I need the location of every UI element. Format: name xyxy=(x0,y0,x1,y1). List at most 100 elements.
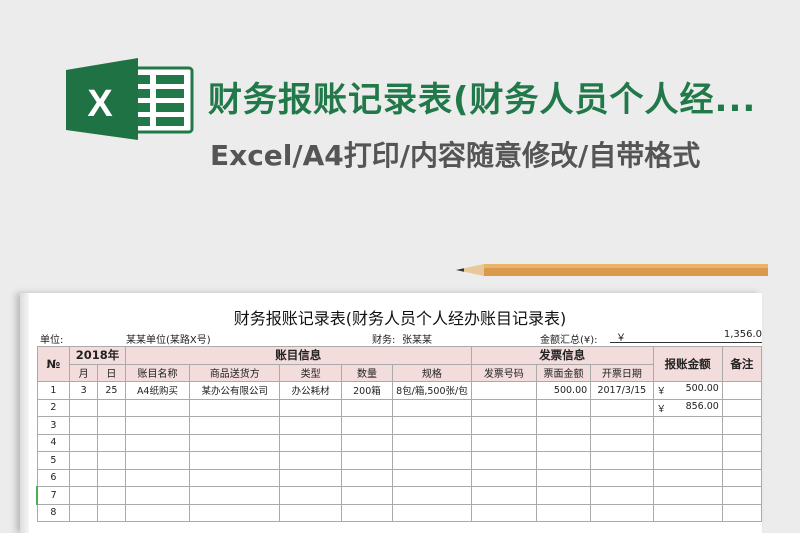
cell-face[interactable] xyxy=(535,486,592,505)
cell-rem[interactable] xyxy=(721,468,762,487)
cell-face[interactable] xyxy=(535,451,592,470)
cell-no[interactable]: 5 xyxy=(36,451,71,470)
cell-date[interactable] xyxy=(590,468,654,487)
cell-no[interactable]: 8 xyxy=(36,503,71,522)
cell-date[interactable] xyxy=(590,416,654,435)
cell-type[interactable]: 办公耗材 xyxy=(279,381,342,400)
cell-no[interactable]: 3 xyxy=(36,416,71,435)
cell-d[interactable] xyxy=(97,433,126,452)
cell-name[interactable]: A4纸购买 xyxy=(124,381,191,400)
cell-m[interactable] xyxy=(69,468,99,487)
cell-name[interactable] xyxy=(124,468,191,487)
cell-d[interactable] xyxy=(97,486,126,505)
cell-qty[interactable]: 200箱 xyxy=(340,381,394,400)
cell-rem[interactable] xyxy=(721,416,762,435)
cell-face[interactable] xyxy=(535,416,592,435)
cell-type[interactable] xyxy=(279,451,342,470)
cell-rem[interactable] xyxy=(721,451,762,470)
cell-d[interactable] xyxy=(97,451,126,470)
cell-name[interactable] xyxy=(124,451,191,470)
cell-qty[interactable] xyxy=(340,503,394,522)
cell-vendor[interactable]: 某办公有限公司 xyxy=(189,381,281,400)
cell-qty[interactable] xyxy=(340,398,394,417)
cell-type[interactable] xyxy=(279,486,342,505)
cell-inv[interactable] xyxy=(470,451,537,470)
cell-date[interactable]: 2017/3/15 xyxy=(590,381,654,400)
cell-spec[interactable] xyxy=(392,398,472,417)
cell-d[interactable] xyxy=(97,503,126,522)
cell-qty[interactable] xyxy=(340,416,394,435)
cell-m[interactable] xyxy=(69,433,99,452)
cell-name[interactable] xyxy=(124,503,191,522)
cell-vendor[interactable] xyxy=(189,468,281,487)
cell-amt[interactable] xyxy=(652,451,723,470)
cell-spec[interactable] xyxy=(392,486,472,505)
cell-inv[interactable] xyxy=(470,416,537,435)
cell-date[interactable] xyxy=(590,451,654,470)
cell-m[interactable] xyxy=(69,486,99,505)
cell-name[interactable] xyxy=(124,433,191,452)
cell-amt[interactable] xyxy=(652,416,723,435)
cell-qty[interactable] xyxy=(340,433,394,452)
cell-inv[interactable] xyxy=(470,398,537,417)
cell-type[interactable] xyxy=(279,503,342,522)
cell-type[interactable] xyxy=(279,398,342,417)
cell-d[interactable] xyxy=(97,416,126,435)
cell-inv[interactable] xyxy=(470,486,537,505)
cell-no[interactable]: 6 xyxy=(36,468,71,487)
cell-rem[interactable] xyxy=(721,433,762,452)
cell-rem[interactable] xyxy=(721,486,762,505)
cell-name[interactable] xyxy=(124,416,191,435)
cell-face[interactable] xyxy=(535,468,592,487)
total-field[interactable]: ￥ 1,356.0 xyxy=(610,329,762,344)
cell-vendor[interactable] xyxy=(189,398,281,417)
cell-inv[interactable] xyxy=(470,433,537,452)
cell-spec[interactable]: 8包/箱,500张/包 xyxy=(392,381,472,400)
cell-inv[interactable] xyxy=(470,381,537,400)
cell-date[interactable] xyxy=(590,503,654,522)
cell-date[interactable] xyxy=(590,486,654,505)
cell-name[interactable] xyxy=(124,398,191,417)
cell-m[interactable]: 3 xyxy=(69,381,99,400)
cell-no[interactable]: 7 xyxy=(36,486,71,505)
cell-m[interactable] xyxy=(69,398,99,417)
cell-rem[interactable] xyxy=(721,398,762,417)
cell-rem[interactable] xyxy=(721,381,762,400)
cell-d[interactable] xyxy=(97,398,126,417)
cell-face[interactable] xyxy=(535,398,592,417)
cell-vendor[interactable] xyxy=(189,486,281,505)
cell-amt[interactable] xyxy=(652,486,723,505)
cell-vendor[interactable] xyxy=(189,503,281,522)
cell-rem[interactable] xyxy=(721,503,762,522)
cell-amt[interactable] xyxy=(652,468,723,487)
cell-d[interactable] xyxy=(97,468,126,487)
cell-type[interactable] xyxy=(279,416,342,435)
cell-d[interactable]: 25 xyxy=(97,381,126,400)
cell-qty[interactable] xyxy=(340,451,394,470)
cell-face[interactable] xyxy=(535,433,592,452)
cell-no[interactable]: 1 xyxy=(36,381,71,400)
cell-spec[interactable] xyxy=(392,468,472,487)
cell-type[interactable] xyxy=(279,468,342,487)
cell-spec[interactable] xyxy=(392,503,472,522)
cell-amt[interactable] xyxy=(652,503,723,522)
cell-inv[interactable] xyxy=(470,503,537,522)
cell-m[interactable] xyxy=(69,503,99,522)
cell-m[interactable] xyxy=(69,416,99,435)
cell-spec[interactable] xyxy=(392,451,472,470)
cell-no[interactable]: 2 xyxy=(36,398,71,417)
cell-date[interactable] xyxy=(590,433,654,452)
cell-inv[interactable] xyxy=(470,468,537,487)
cell-spec[interactable] xyxy=(392,416,472,435)
cell-date[interactable] xyxy=(590,398,654,417)
cell-vendor[interactable] xyxy=(189,433,281,452)
cell-amt[interactable]: ￥ 856.00 xyxy=(652,398,723,417)
unit-value[interactable]: 某某单位(某路X号) xyxy=(126,335,211,346)
cell-spec[interactable] xyxy=(392,433,472,452)
cell-amt[interactable]: ￥ 500.00 xyxy=(652,381,723,400)
cell-qty[interactable] xyxy=(340,486,394,505)
finance-value[interactable]: 张某某 xyxy=(402,335,432,346)
cell-vendor[interactable] xyxy=(189,451,281,470)
cell-m[interactable] xyxy=(69,451,99,470)
cell-face[interactable] xyxy=(535,503,592,522)
